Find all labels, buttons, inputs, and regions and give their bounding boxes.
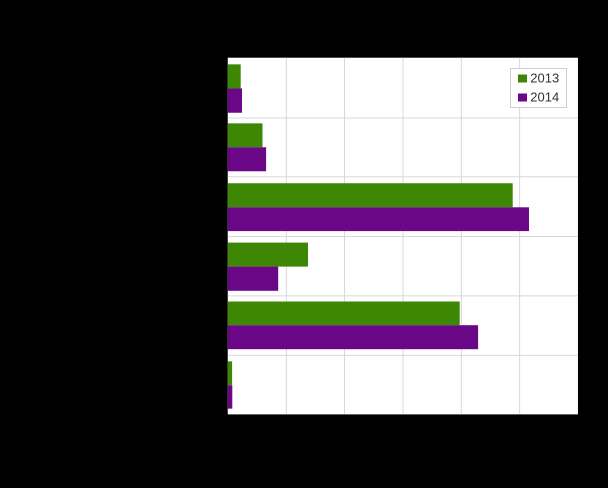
svg-text:2014: 2014 [530, 89, 559, 104]
svg-text:2013: 2013 [530, 70, 559, 85]
